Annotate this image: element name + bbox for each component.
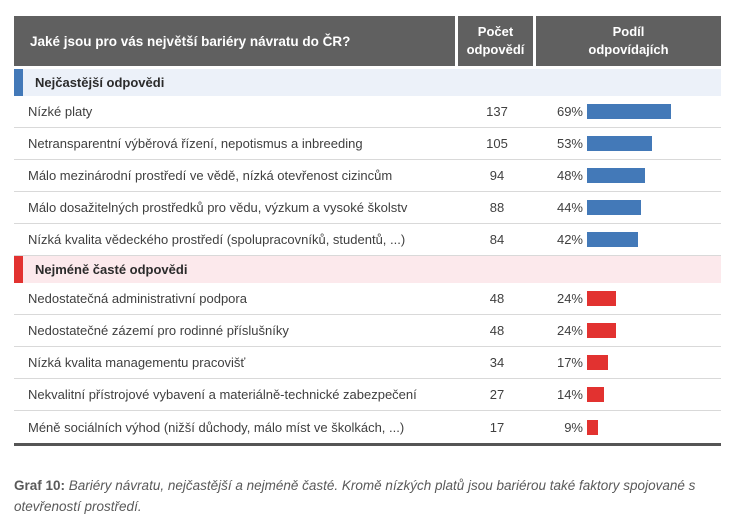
row-percent: 24% [556,323,583,338]
row-count: 105 [486,136,508,151]
figure-caption: Graf 10: Bariéry návratu, nejčastější a … [14,476,706,518]
row-count: 34 [489,355,505,370]
row-label: Nízká kvalita vědeckého prostředí (spolu… [28,232,406,247]
header-count-column: Počet odpovědí [458,16,533,66]
row-label: Málo mezinárodní prostředí ve vědě, nízk… [28,168,393,183]
row-count: 17 [489,419,505,435]
row-percent: 48% [556,168,583,183]
bar-area [583,136,721,151]
header-share-column: Podíl odpovídajích [536,16,721,66]
row-label: Nedostatečná administrativní podpora [28,291,247,306]
bar-area [583,323,721,338]
row-count: 94 [489,168,505,183]
percent-bar [587,419,598,435]
bar-area [583,291,721,306]
bar-area [583,104,721,119]
caption-label: Graf 10: [14,478,66,493]
row-label: Málo dosažitelných prostředků pro vědu, … [28,200,408,215]
percent-bar [587,232,638,247]
row-percent: 14% [556,387,583,402]
row-percent: 53% [556,136,583,151]
row-percent: 69% [556,104,583,119]
caption-text: Bariéry návratu, nejčastější a nejméně č… [14,478,696,514]
row-percent: 44% [556,200,583,215]
section-title: Nejméně časté odpovědi [35,262,188,277]
row-count: 84 [489,232,505,247]
bar-area [583,168,721,183]
table-row: Méně sociálních výhod (nižší důchody, má… [14,411,721,443]
section-title: Nejčastější odpovědi [35,75,165,90]
section-header-least-common: Nejméně časté odpovědi [14,256,721,283]
percent-bar [587,387,604,402]
table-row: Nedostatečné zázemí pro rodinné příslušn… [14,315,721,347]
row-count: 48 [489,291,505,306]
bar-area [583,232,721,247]
table-body: Nejčastější odpovědi Nízké platy 137 69% Net… [14,69,721,446]
row-percent: 17% [556,355,583,370]
bar-area [583,355,721,370]
table-row: Málo dosažitelných prostředků pro vědu, … [14,192,721,224]
row-label: Nízká kvalita managementu pracovišť [28,355,246,370]
bar-area [583,200,721,215]
barriers-table: Jaké jsou pro vás největší bariéry návra… [14,16,721,446]
table-row: Nedostatečná administrativní podpora 48 24… [14,283,721,315]
percent-bar [587,136,652,151]
section-marker-icon [14,256,23,283]
row-label: Nízké platy [28,104,93,119]
percent-bar [587,168,645,183]
row-percent: 9% [564,419,583,435]
bar-area [583,387,721,402]
row-label: Méně sociálních výhod (nižší důchody, má… [28,419,405,435]
header-question: Jaké jsou pro vás největší bariéry návra… [14,16,455,66]
row-percent: 42% [556,232,583,247]
row-label: Nedostatečné zázemí pro rodinné příslušn… [28,323,289,338]
section-marker-icon [14,69,23,96]
table-row: Nízká kvalita vědeckého prostředí (spolu… [14,224,721,256]
row-label: Netransparentní výběrová řízení, nepotis… [28,136,363,151]
percent-bar [587,291,616,306]
table-row: Nízké platy 137 69% [14,96,721,128]
table-row: Málo mezinárodní prostředí ve vědě, nízk… [14,160,721,192]
row-count: 88 [489,200,505,215]
row-count: 137 [486,104,508,119]
row-count: 48 [489,323,505,338]
table-header-row: Jaké jsou pro vás největší bariéry návra… [14,16,721,66]
row-percent: 24% [556,291,583,306]
bar-area [583,419,721,435]
row-label: Nekvalitní přístrojové vybavení a materi… [28,387,417,402]
table-row: Nekvalitní přístrojové vybavení a materi… [14,379,721,411]
table-row: Nízká kvalita managementu pracovišť 34 17% [14,347,721,379]
table-row: Netransparentní výběrová řízení, nepotis… [14,128,721,160]
percent-bar [587,323,616,338]
row-count: 27 [489,387,505,402]
percent-bar [587,355,608,370]
section-header-most-common: Nejčastější odpovědi [14,69,721,96]
percent-bar [587,200,641,215]
percent-bar [587,104,671,119]
